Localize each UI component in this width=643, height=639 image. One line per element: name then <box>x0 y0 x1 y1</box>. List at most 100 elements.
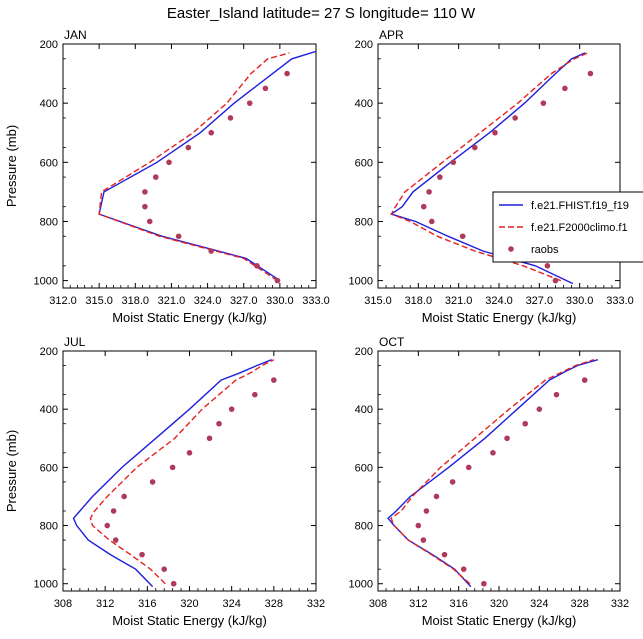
raobs-point <box>459 233 466 240</box>
x-tick-label: 316 <box>138 598 156 610</box>
x-tick-label: 316 <box>449 598 467 610</box>
x-tick-label: 333.0 <box>302 295 330 307</box>
panels: 312.0 315.0 318.0 321.0 324.0 327.0 330.0 333.0… <box>4 28 634 628</box>
raobs-point <box>227 115 234 121</box>
raobs-point <box>465 464 472 471</box>
x-tick-label: 324.0 <box>194 295 222 307</box>
series-line-fhist <box>72 359 272 588</box>
y-tick-label: 800 <box>40 216 58 228</box>
plot-frame <box>62 43 317 289</box>
raobs-point <box>121 493 127 500</box>
raobs-point <box>428 218 435 225</box>
y-tick-label: 200 <box>355 39 373 51</box>
raobs-point <box>146 218 153 225</box>
x-tick-label: 320 <box>490 598 508 610</box>
raobs-point <box>544 263 551 269</box>
panel-title: JUL <box>64 335 86 349</box>
panel-title: APR <box>379 28 404 42</box>
raobs-point <box>262 85 269 92</box>
x-tick-label: 320 <box>180 598 198 610</box>
x-tick-label: 315.0 <box>85 295 113 307</box>
raobs-point <box>284 70 290 77</box>
raobs-point <box>490 450 496 456</box>
y-tick-label: 600 <box>40 462 58 474</box>
series-group <box>98 50 316 284</box>
y-tick-label: 200 <box>40 346 58 358</box>
series-line-f2000climo <box>98 52 290 282</box>
series-line-fhist <box>389 52 586 285</box>
y-tick-label: 800 <box>355 216 373 228</box>
x-tick-label: 312 <box>96 598 114 610</box>
x-tick-label: 324 <box>222 598 240 610</box>
raobs-point <box>252 391 258 398</box>
x-tick-label: 318.0 <box>122 295 150 307</box>
series-group <box>72 359 277 588</box>
y-tick-label: 1000 <box>349 276 373 288</box>
y-axis-label: Pressure (mb) <box>4 430 19 512</box>
raobs-point <box>208 248 214 254</box>
raobs-point <box>481 580 487 587</box>
panel-oct: 308 312 316 320 324 328 332 200 400 600 800 1000 OCT… <box>349 335 630 628</box>
raobs-point <box>274 277 281 284</box>
raobs-point <box>186 450 193 456</box>
raobs-point <box>441 551 448 558</box>
raobs-point <box>185 144 192 151</box>
x-axis-label: Moist Static Energy (kJ/kg) <box>422 613 577 628</box>
raobs-point <box>161 566 167 572</box>
raobs-point <box>216 420 222 427</box>
raobs-point <box>228 406 235 412</box>
raobs-point <box>437 174 443 180</box>
x-tick-label: 327.0 <box>526 295 554 307</box>
raobs-point <box>271 377 277 383</box>
x-tick-label: 312 <box>409 598 427 610</box>
raobs-point <box>504 435 510 442</box>
series-line-f2000climo <box>390 359 595 585</box>
panel-jul: 308 312 316 320 324 328 332 200 400 600 800 1000 JUL… <box>4 335 325 628</box>
legend-entry: raobs <box>531 244 559 256</box>
raobs-point <box>553 391 560 398</box>
plot-frame <box>377 350 621 592</box>
y-axis-label: Pressure (mb) <box>4 125 19 207</box>
x-tick-label: 328 <box>570 598 588 610</box>
raobs-point <box>246 100 253 106</box>
raobs-point <box>104 522 111 529</box>
series-group <box>387 359 598 588</box>
y-tick-label: 800 <box>40 521 58 533</box>
x-tick-label: 315.0 <box>364 295 392 307</box>
raobs-point <box>587 70 594 77</box>
panel-apr: 315.0 318.0 321.0 324.0 327.0 330.0 333.0 200 40… <box>349 28 634 325</box>
raobs-point <box>536 406 543 412</box>
raobs-point <box>152 174 159 180</box>
raobs-point <box>169 464 176 471</box>
y-tick-label: 400 <box>355 404 373 416</box>
raobs-point <box>142 189 148 195</box>
raobs-point <box>562 85 568 92</box>
x-tick-label: 327.0 <box>230 295 258 307</box>
raobs-point <box>449 479 456 485</box>
y-tick-label: 400 <box>40 404 58 416</box>
series-line-f2000climo <box>89 359 275 585</box>
figure-title: Easter_Island latitude= 27 S longitude= … <box>167 5 476 22</box>
x-tick-label: 312.0 <box>49 295 77 307</box>
raobs-point <box>540 100 547 106</box>
series-line-f2000climo <box>390 52 588 282</box>
raobs-point <box>450 159 457 166</box>
legend-swatch <box>508 246 514 252</box>
y-tick-label: 200 <box>40 39 58 51</box>
panel-title: JAN <box>64 28 87 42</box>
raobs-point <box>142 203 148 210</box>
series-line-fhist <box>98 50 316 282</box>
y-tick-label: 600 <box>355 157 373 169</box>
x-tick-label: 324 <box>530 598 548 610</box>
raobs-point <box>415 522 422 529</box>
x-axis-label: Moist Static Energy (kJ/kg) <box>112 310 267 325</box>
x-tick-label: 332 <box>307 598 325 610</box>
raobs-point <box>433 493 440 500</box>
x-tick-label: 308 <box>54 598 72 610</box>
y-tick-label: 400 <box>355 98 373 110</box>
raobs-point <box>149 479 156 485</box>
raobs-point <box>472 144 478 151</box>
raobs-point <box>426 189 432 195</box>
raobs-point <box>420 203 427 210</box>
